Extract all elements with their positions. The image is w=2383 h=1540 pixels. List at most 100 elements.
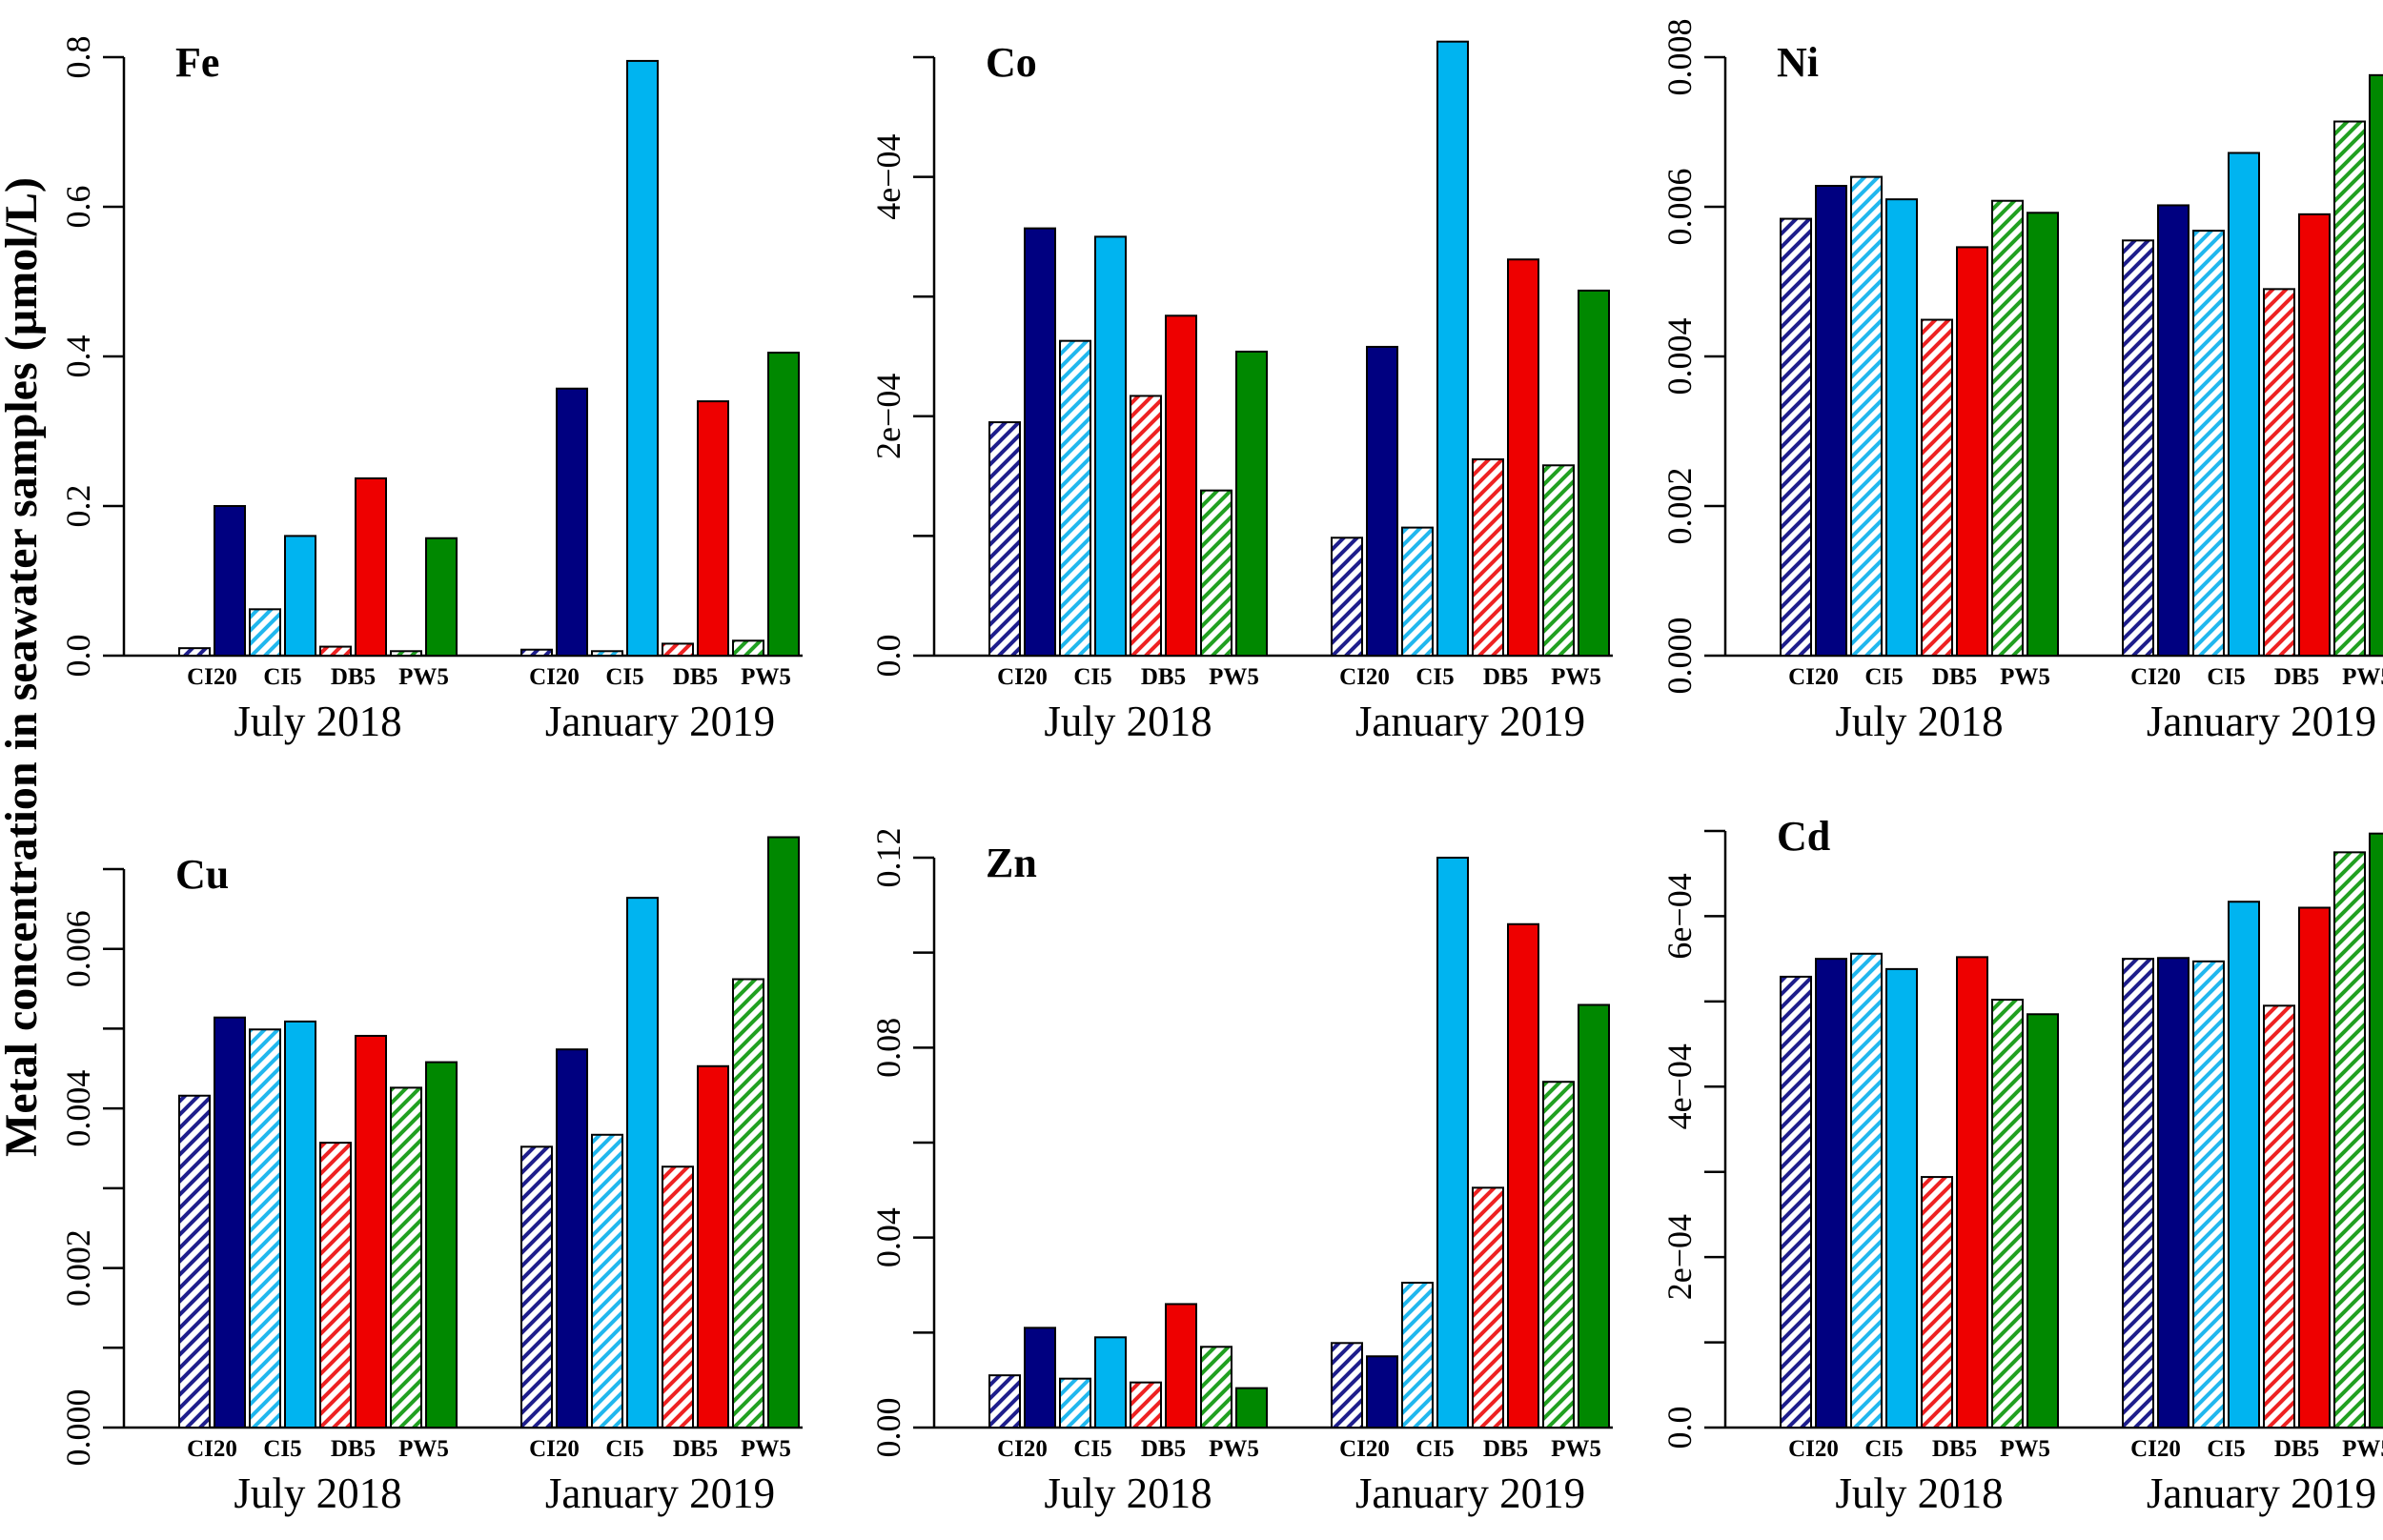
bar-zn-july-2018-pw5-hatched [1200,1346,1232,1429]
site-label: CI20 [2130,1436,2181,1462]
bar-fe-january-2019-ci5-hatched [591,650,623,657]
bar-co-january-2019-pw5-solid [1578,289,1610,657]
site-label: PW5 [1551,664,1601,690]
site-label: PW5 [398,664,449,690]
bar-cu-january-2019-db5-solid [697,1064,729,1429]
y-tick-label: 0.2 [59,485,97,528]
y-tick-label: 0.0 [869,635,907,678]
bar-cd-january-2019-ci20-solid [2157,957,2190,1429]
bar-cu-january-2019-ci20-hatched [520,1145,553,1429]
site-label: DB5 [2274,1436,2319,1462]
panel-title-cd: Cd [1777,813,1830,860]
y-tick-label: 0.004 [59,1070,97,1147]
group-label: January 2019 [1355,698,1585,745]
site-label: CI20 [529,1436,580,1462]
bar-cu-july-2018-ci5-hatched [249,1028,281,1429]
y-tick-label: 2e−04 [869,374,907,459]
panel-title-co: Co [986,39,1037,86]
bar-co-july-2018-db5-solid [1165,314,1197,657]
bar-ni-july-2018-pw5-solid [2027,212,2059,657]
site-label: PW5 [2342,1436,2383,1462]
bar-co-january-2019-db5-solid [1507,258,1539,657]
y-tick-label: 0.000 [59,1389,97,1467]
bar-zn-january-2019-pw5-hatched [1542,1081,1575,1429]
bar-cu-july-2018-pw5-solid [425,1061,458,1429]
bar-zn-july-2018-pw5-solid [1235,1387,1268,1429]
site-label: PW5 [741,664,791,690]
group-label: January 2019 [545,698,775,745]
site-label: PW5 [1209,664,1259,690]
y-tick-label: 0.006 [1660,169,1699,246]
site-label: DB5 [1483,1436,1528,1462]
site-label: CI20 [1788,664,1839,690]
site-label: DB5 [1141,1436,1186,1462]
site-label: DB5 [673,664,718,690]
bar-ni-january-2019-pw5-hatched [2333,120,2366,657]
bar-zn-january-2019-db5-hatched [1472,1186,1504,1429]
site-label: CI5 [263,1436,301,1462]
bar-zn-july-2018-ci5-solid [1094,1336,1127,1429]
y-tick-label: 0.12 [869,828,907,888]
y-tick-label: 0.00 [869,1398,907,1458]
bar-co-january-2019-db5-hatched [1472,458,1504,657]
bar-cd-january-2019-ci20-hatched [2122,958,2154,1429]
site-label: PW5 [2342,664,2383,690]
bar-cu-january-2019-ci5-hatched [591,1133,623,1429]
bar-co-july-2018-ci5-hatched [1059,339,1091,657]
bar-ni-july-2018-ci5-solid [1885,198,1918,657]
bar-co-january-2019-ci5-solid [1436,40,1469,658]
bar-ni-july-2018-db5-hatched [1921,318,1953,657]
bar-zn-january-2019-pw5-solid [1578,1003,1610,1429]
bar-cd-july-2018-ci20-solid [1815,958,1847,1429]
site-label: CI5 [1864,1436,1903,1462]
bar-zn-july-2018-db5-hatched [1130,1381,1162,1429]
bar-cd-january-2019-ci5-solid [2228,901,2260,1429]
group-label: July 2018 [1044,1469,1212,1517]
bar-zn-january-2019-db5-solid [1507,922,1539,1429]
bar-cu-july-2018-db5-solid [355,1034,387,1429]
bar-fe-july-2018-ci5-solid [284,535,316,658]
site-label: PW5 [2000,1436,2050,1462]
site-label: CI20 [1788,1436,1839,1462]
bar-ni-july-2018-ci5-hatched [1850,175,1883,657]
bar-ni-july-2018-ci20-hatched [1780,217,1812,657]
bar-zn-january-2019-ci20-solid [1366,1355,1398,1429]
site-label: PW5 [1551,1436,1601,1462]
bar-cu-january-2019-ci5-solid [626,897,659,1429]
bar-zn-january-2019-ci5-solid [1436,857,1469,1429]
bar-fe-january-2019-pw5-solid [767,352,800,657]
bar-cd-january-2019-pw5-hatched [2333,851,2366,1429]
panel-cd: 0.0 2e−04 4e−04 6e−04 Cd CI20 CI5 DB5 PW5 July 20… [1660,813,2383,1517]
site-label: CI5 [1416,1436,1454,1462]
y-tick-label: 4e−04 [869,133,907,219]
bar-cd-january-2019-db5-solid [2298,906,2331,1429]
site-label: DB5 [1483,664,1528,690]
bar-cu-january-2019-pw5-hatched [732,978,764,1429]
panel-title-fe: Fe [175,39,219,86]
bar-co-january-2019-ci5-hatched [1401,526,1434,657]
group-label: July 2018 [1044,698,1212,745]
site-label: PW5 [398,1436,449,1462]
y-tick-label: 0.0 [59,635,97,678]
site-label: DB5 [1932,1436,1977,1462]
bar-fe-january-2019-ci20-hatched [520,648,553,657]
site-label: CI20 [2130,664,2181,690]
group-label: July 2018 [234,698,401,745]
site-label: PW5 [2000,664,2050,690]
bar-cd-july-2018-ci20-hatched [1780,975,1812,1429]
panel-cu: 0.000 0.002 0.004 0.006 Cu CI20 CI5 DB5 PW5 July … [59,836,803,1517]
site-label: PW5 [1209,1436,1259,1462]
site-label: CI5 [2207,664,2245,690]
panel-title-ni: Ni [1777,39,1819,86]
y-tick-label: 0.006 [59,910,97,987]
bar-cu-july-2018-db5-hatched [319,1142,352,1429]
bar-co-july-2018-ci5-solid [1094,235,1127,657]
bar-fe-january-2019-ci20-solid [556,387,588,657]
site-label: CI5 [1416,664,1454,690]
site-label: CI20 [187,1436,237,1462]
bar-fe-july-2018-db5-solid [355,476,387,657]
site-label: DB5 [2274,664,2319,690]
y-tick-label: 0.04 [869,1207,907,1267]
bar-cu-july-2018-ci20-solid [214,1016,246,1429]
